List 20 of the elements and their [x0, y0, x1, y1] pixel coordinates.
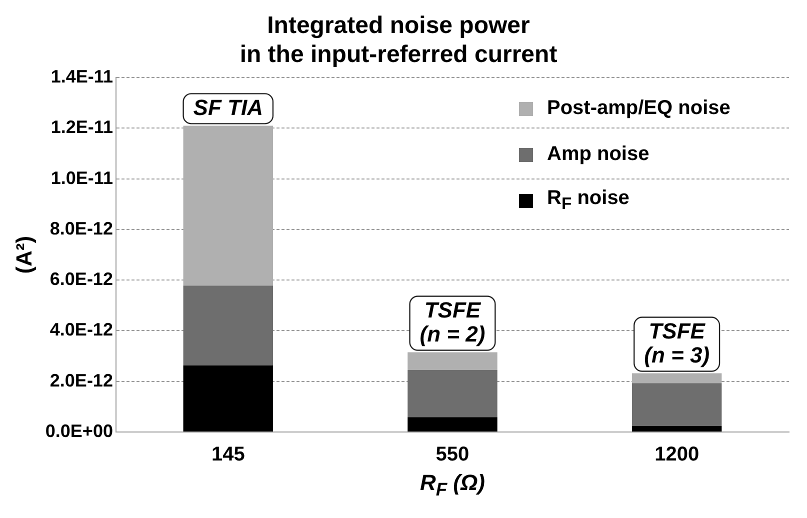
- x-tick-label: 1200: [654, 444, 700, 466]
- y-tick-label: 1.2E-11: [50, 117, 113, 138]
- x-tick-label: 550: [436, 444, 470, 466]
- y-tick-label: 0.0E+00: [45, 420, 113, 441]
- chart-title: Integrated noise power in the input-referred current: [240, 12, 558, 68]
- annotation: SF TIA: [193, 94, 263, 120]
- y-tick-label: 1.0E-11: [50, 168, 113, 188]
- x-tick-label: 145: [211, 444, 245, 466]
- x-axis-title: R$_{F}$ (Ω): [418, 470, 486, 500]
- legend-label: Post-amp/EQ noise: [547, 97, 730, 120]
- legend-label: Amp noise: [547, 143, 650, 166]
- y-tick-label: 2.0E-12: [50, 370, 113, 390]
- annotation: TSFE (n = 2): [420, 297, 486, 346]
- y-tick-label: 6.0E-12: [50, 269, 113, 290]
- y-tick-label: 4.0E-12: [50, 320, 113, 340]
- y-axis-title: (A²): [11, 236, 36, 274]
- legend-label: R$_{F}$ noise: [547, 187, 630, 214]
- y-tick-label: 1.4E-11: [50, 66, 113, 87]
- annotation: TSFE (n = 3): [644, 318, 710, 368]
- y-tick-label: 8.0E-12: [50, 218, 113, 238]
